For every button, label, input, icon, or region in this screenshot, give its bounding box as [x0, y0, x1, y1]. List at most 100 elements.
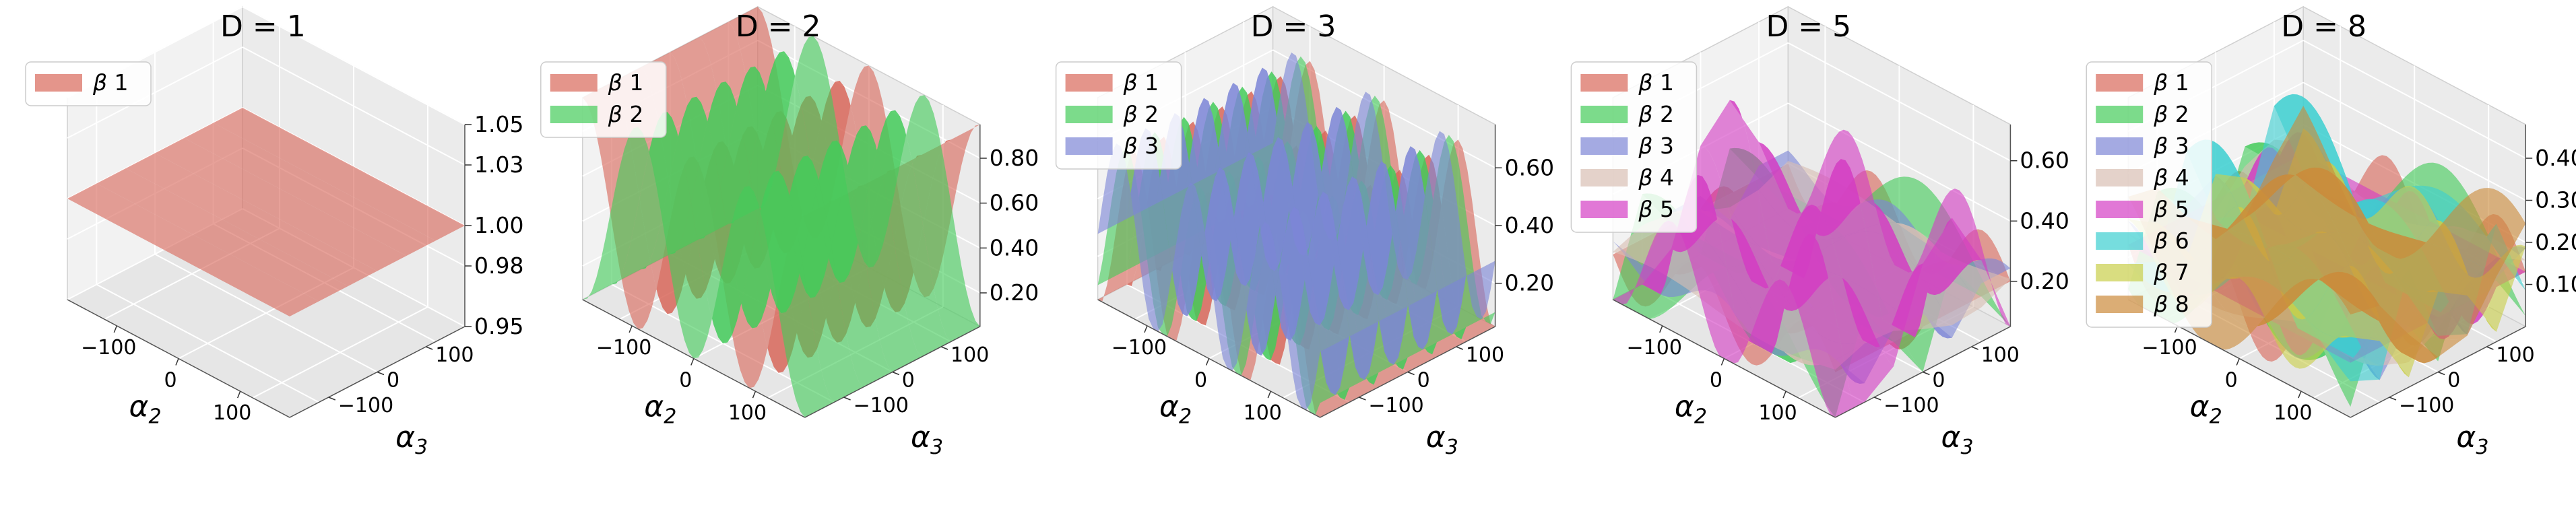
legend-entry-number: 1 [1138, 69, 1159, 96]
legend-entry-symbol: β [608, 101, 622, 127]
legend-entry-symbol: β [2153, 291, 2168, 317]
y-tick-mark [1923, 371, 1930, 376]
x-tick-mark [236, 391, 241, 399]
y-tick-mark [1873, 397, 1881, 401]
x-tick-label: 0 [1710, 369, 1722, 393]
z-tick-label: 1.05 [474, 111, 523, 137]
y-tick-mark [377, 371, 385, 376]
legend-entry-number: 7 [2168, 259, 2189, 285]
legend-swatch-beta2 [2096, 106, 2144, 123]
z-tick-label: 0.40 [2535, 145, 2576, 171]
x-tick-mark [1720, 358, 1725, 366]
x-tick-label: 100 [728, 401, 767, 425]
legend-entry: β 2 [1638, 101, 1674, 127]
legend-entry-number: 3 [2168, 133, 2189, 159]
legend-entry-symbol: β [1638, 164, 1652, 191]
x-axis-label-subscript: 2 [664, 405, 676, 428]
legend-entry-symbol: β [2153, 164, 2168, 191]
legend-entry-symbol: β [92, 69, 107, 96]
subplot-title: D = 5 [1766, 9, 1851, 44]
surface-patch [67, 183, 319, 316]
legend-entry-symbol: β [1638, 133, 1652, 159]
legend-swatch-beta1 [35, 74, 82, 92]
grid-line [67, 46, 243, 139]
x-tick-label: −100 [1627, 336, 1682, 360]
subplot-title: D = 2 [736, 9, 821, 44]
legend-entry: β 1 [92, 69, 129, 96]
legend-entry: β 3 [2153, 133, 2189, 159]
x-axis-label-subscript: 2 [148, 405, 161, 428]
surface-patch [2274, 106, 2526, 277]
x-axis-label-symbol: α [1159, 389, 1179, 423]
y-tick-label: 0 [902, 369, 915, 393]
surface-patch [2245, 158, 2497, 340]
y-axis-label-subscript: 3 [1961, 436, 1974, 459]
y-tick-label: 0 [2447, 369, 2460, 393]
legend-swatch-beta1 [550, 74, 598, 92]
legend-entry: β 3 [1123, 133, 1159, 159]
legend-entry-number: 1 [2168, 69, 2189, 96]
x-tick-mark [629, 325, 633, 333]
legend-swatch-beta3 [1065, 137, 1113, 155]
grid-line [2303, 40, 2526, 159]
x-tick-label: 100 [1244, 401, 1282, 425]
x-tick-label: 100 [213, 401, 251, 425]
legend-entry-number: 5 [2168, 196, 2189, 222]
surface-beta5 [1613, 100, 2011, 417]
legend-swatch-beta4 [1580, 169, 1628, 186]
legend-swatch-beta8 [2096, 296, 2144, 313]
legend-entry-number: 2 [1138, 101, 1159, 127]
z-tick-label: 0.40 [2020, 207, 2069, 234]
y-axis-label: α3 [1426, 420, 1458, 459]
z-tick-label: 1.00 [474, 212, 523, 238]
grid-line [1787, 102, 2011, 222]
x-tick-label: −100 [2142, 336, 2197, 360]
surface-beta3 [1097, 52, 1495, 411]
legend-entry-symbol: β [608, 69, 622, 96]
surface-patch [1214, 67, 1467, 350]
legend-entry-number: 5 [1652, 196, 1674, 222]
x-axis-label: α2 [1159, 389, 1192, 428]
y-tick-mark [892, 371, 900, 376]
surface-patch [1642, 174, 1894, 403]
legend-entry: β 2 [1123, 101, 1159, 127]
surface-patch [1185, 82, 1437, 365]
subplot-title: D = 8 [2281, 9, 2366, 44]
legend-entry-symbol: β [2153, 69, 2168, 96]
x-tick-label: −100 [81, 336, 136, 360]
surface-patch [1729, 100, 1982, 337]
y-tick-label: −100 [1368, 394, 1423, 417]
legend-entry-symbol: β [1123, 69, 1138, 96]
legend-entry: β 1 [608, 69, 644, 96]
legend-entry: β 8 [2153, 291, 2189, 317]
x-axis-label-subscript: 2 [1694, 405, 1707, 428]
surface-patch [1613, 174, 1865, 417]
x-tick-label: 100 [1758, 401, 1797, 425]
y-tick-mark [1407, 371, 1415, 376]
legend-entry-symbol: β [1638, 69, 1652, 96]
y-tick-mark [425, 346, 433, 350]
y-axis-label-symbol: α [395, 420, 415, 454]
x-tick-mark [175, 358, 179, 366]
y-axis-label-subscript: 3 [2476, 436, 2488, 459]
legend-entry: β 3 [1638, 133, 1674, 159]
y-tick-label: 100 [1466, 343, 1504, 367]
x-axis-label: α2 [644, 389, 676, 428]
legend-entry-number: 1 [107, 69, 129, 96]
y-axis-label-symbol: α [1941, 420, 1961, 454]
y-tick-label: 100 [435, 343, 474, 367]
surface-patch [670, 66, 922, 372]
legend-entry-symbol: β [2153, 228, 2168, 254]
legend-swatch-beta5 [2096, 201, 2144, 218]
legend-swatch-beta1 [1065, 74, 1113, 92]
y-axis-label: α3 [395, 420, 428, 459]
surface-patch [184, 123, 436, 256]
x-tick-mark [1267, 391, 1271, 399]
x-axis-label: α2 [2190, 389, 2222, 428]
z-tick-label: 0.20 [990, 279, 1039, 306]
legend-entry: β 1 [1638, 69, 1674, 96]
legend-entry-symbol: β [2153, 133, 2168, 159]
legend-swatch-beta2 [1065, 106, 1113, 123]
